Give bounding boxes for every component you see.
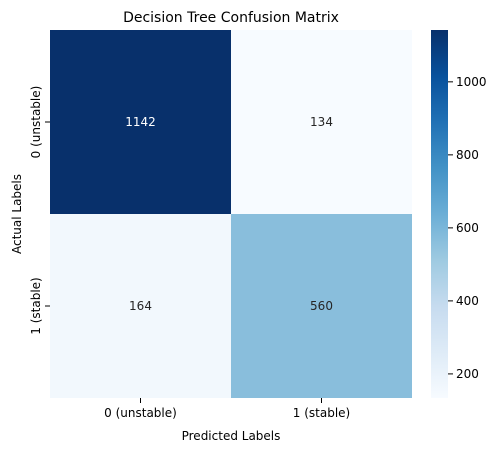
y-tick-label: 0 (unstable) [29,86,43,159]
x-tick-label: 0 (unstable) [104,406,177,420]
y-axis-label: Actual Labels [10,174,24,254]
colorbar-tick-label: 400 [456,294,479,308]
colorbar [431,30,448,398]
colorbar-ticks: 200 400 600 800 1000 [448,75,487,381]
heatmap-cell-r1-c1 [231,214,412,398]
heatmap-cells [50,30,412,398]
cell-value-label: 1142 [125,115,156,129]
y-axis: 0 (unstable) 1 (stable) [29,86,50,335]
colorbar-tick-label: 1000 [456,75,487,89]
y-tick-label: 1 (stable) [29,277,43,334]
colorbar-tick-label: 600 [456,221,479,235]
cell-value-label: 164 [129,299,152,313]
x-tick-label: 1 (stable) [293,406,350,420]
heatmap-cell-r0-c1 [231,30,412,214]
cell-value-label: 134 [310,115,333,129]
x-axis-label: Predicted Labels [182,429,281,443]
x-axis: 0 (unstable) 1 (stable) [104,398,350,420]
heatmap-cell-r0-c0 [50,30,231,214]
chart-title: Decision Tree Confusion Matrix [123,10,339,26]
colorbar-tick-label: 200 [456,367,479,381]
cell-value-label: 560 [310,299,333,313]
heatmap-cell-labels: 1142 134 164 560 [125,115,333,313]
colorbar-tick-label: 800 [456,148,479,162]
heatmap-cell-r1-c0 [50,214,231,398]
